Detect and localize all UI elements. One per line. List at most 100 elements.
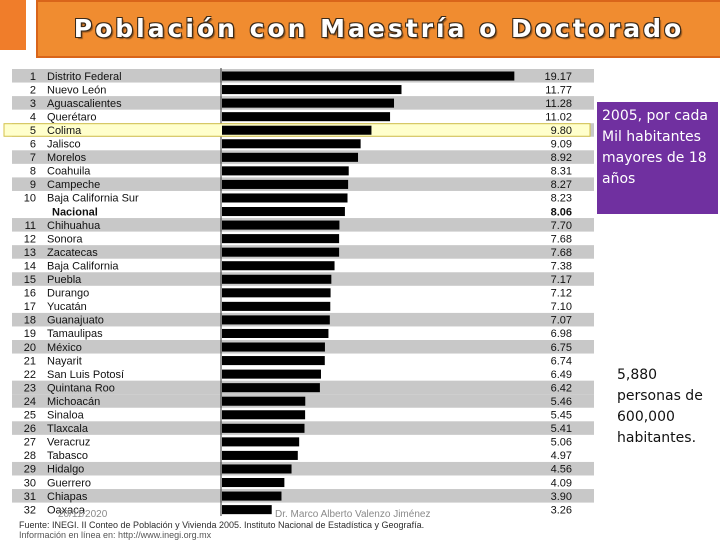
rank-label: 29 [24, 464, 36, 476]
rank-label: 27 [24, 437, 36, 449]
title-banner: Población con Maestría o Doctorado [36, 0, 720, 58]
rank-label: 16 [24, 288, 36, 300]
bar [222, 410, 306, 420]
state-label: Zacatecas [47, 247, 98, 259]
rank-label: 2 [30, 84, 36, 96]
value-label: 4.97 [551, 450, 572, 462]
note-box: 2005, por cada Mil habitantes mayores de… [597, 102, 718, 214]
footer-date: 20/11/2020 [58, 509, 108, 520]
value-label: 7.10 [551, 301, 572, 313]
rank-label: 21 [24, 355, 36, 367]
value-label: 7.12 [551, 288, 572, 300]
bar [222, 98, 395, 108]
value-label: 8.27 [551, 179, 572, 191]
value-label: 6.42 [551, 382, 572, 394]
bar [222, 383, 320, 393]
state-label: Oaxaca [47, 504, 86, 516]
bar [222, 85, 402, 95]
bar [222, 71, 515, 81]
state-label: Campeche [47, 179, 100, 191]
rank-label: 17 [24, 301, 36, 313]
rank-label: 22 [24, 369, 36, 381]
rank-label: 31 [24, 491, 36, 503]
source-line-1: Fuente: INEGI. II Conteo de Población y … [19, 520, 425, 530]
bar [222, 505, 272, 515]
rank-label: 1 [30, 71, 36, 83]
bar [222, 179, 349, 189]
rank-label: 30 [24, 477, 36, 489]
state-label: Morelos [47, 152, 87, 164]
value-label: 8.92 [551, 152, 572, 164]
page-title: Población con Maestría o Doctorado [73, 14, 685, 43]
bar [222, 112, 391, 122]
state-label: Tabasco [47, 450, 88, 462]
state-label: Sonora [47, 233, 83, 245]
value-label: 7.17 [551, 274, 572, 286]
rank-label: 28 [24, 450, 36, 462]
bar [222, 478, 285, 488]
state-label: Baja California Sur [47, 193, 139, 205]
rank-label: 24 [24, 396, 36, 408]
state-label: San Luis Potosí [47, 369, 124, 381]
state-label: Nuevo León [47, 84, 106, 96]
state-label: Querétaro [47, 111, 97, 123]
state-label: Colima [47, 125, 82, 137]
bar [222, 315, 330, 325]
bar [222, 437, 300, 447]
value-label: 5.06 [551, 437, 572, 449]
state-label: Durango [47, 288, 89, 300]
value-label: 6.74 [551, 355, 572, 367]
value-label: 8.06 [551, 206, 572, 218]
bar [222, 261, 335, 271]
state-label: Distrito Federal [47, 71, 122, 83]
state-label: Sinaloa [47, 410, 85, 422]
footer-author: Dr. Marco Alberto Valenzo Jiménez [275, 509, 431, 520]
value-label: 9.80 [551, 125, 572, 137]
bar [222, 356, 325, 366]
value-label: 6.75 [551, 342, 572, 354]
rank-label: 25 [24, 410, 36, 422]
bar [222, 234, 340, 244]
state-label: Veracruz [47, 437, 90, 449]
value-label: 4.56 [551, 464, 572, 476]
value-label: 8.31 [551, 166, 572, 178]
bar [222, 207, 345, 217]
rank-label: 18 [24, 315, 36, 327]
rank-label: 8 [30, 166, 36, 178]
state-label: Puebla [47, 274, 82, 286]
bar [222, 396, 306, 406]
bar [222, 423, 305, 433]
rank-label: 23 [24, 382, 36, 394]
state-label: Hidalgo [47, 464, 84, 476]
source-note: Fuente: INEGI. II Conteo de Población y … [19, 520, 424, 540]
bar [222, 193, 348, 203]
rank-label: 3 [30, 98, 36, 110]
state-label: Tlaxcala [47, 423, 89, 435]
rank-label: 5 [30, 125, 36, 137]
value-label: 11.28 [545, 98, 572, 110]
value-label: 7.70 [551, 220, 572, 232]
bar [222, 139, 361, 149]
bar [222, 152, 359, 162]
left-accent-strip [0, 0, 26, 50]
state-label: Coahuila [47, 166, 91, 178]
row-band [12, 461, 594, 476]
state-label: Baja California [47, 260, 119, 272]
value-label: 4.09 [551, 477, 572, 489]
bar [222, 328, 329, 338]
value-label: 6.49 [551, 369, 572, 381]
state-label: Tamaulipas [47, 328, 103, 340]
value-label: 7.07 [551, 315, 572, 327]
bar [222, 220, 340, 230]
bar [222, 288, 331, 298]
bar [222, 369, 321, 379]
state-label: Chihuahua [47, 220, 101, 232]
state-label: Nayarit [47, 355, 82, 367]
state-label: Guerrero [47, 477, 91, 489]
bar [222, 450, 298, 460]
row-band [12, 489, 594, 503]
value-label: 7.38 [551, 260, 572, 272]
value-label: 3.26 [551, 504, 572, 516]
bar [222, 491, 282, 501]
rank-label: 10 [24, 193, 36, 205]
